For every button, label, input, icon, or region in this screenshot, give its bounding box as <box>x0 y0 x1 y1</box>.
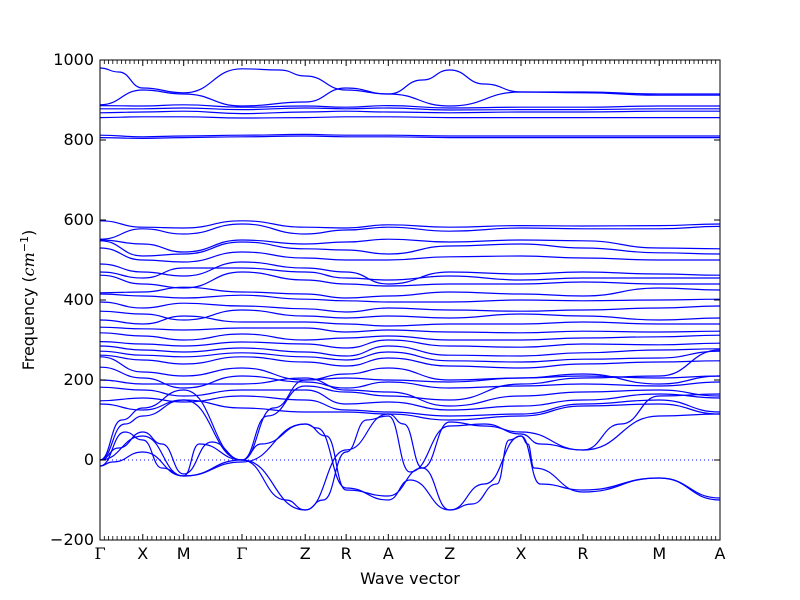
x-tick-label: A <box>383 544 394 563</box>
y-axis-label-unit: cm <box>19 252 38 276</box>
band-line-27 <box>99 354 721 369</box>
y-tick-label: 200 <box>63 370 94 389</box>
y-axis-label-exp: −1 <box>18 236 31 252</box>
band-line-2 <box>99 87 720 107</box>
y-tick-label: −200 <box>50 530 94 549</box>
band-line-14 <box>99 261 721 285</box>
band-line-28 <box>99 356 721 381</box>
x-tick-label: X <box>137 544 148 563</box>
band-line-12 <box>99 240 721 257</box>
band-line-11 <box>99 238 721 253</box>
x-tick-label: M <box>177 544 191 563</box>
band-line-21 <box>99 315 720 327</box>
x-tick-label: M <box>652 544 666 563</box>
x-axis-label: Wave vector <box>360 569 460 588</box>
band-line-1 <box>99 67 720 95</box>
band-line-16 <box>99 271 720 289</box>
band-line-5 <box>99 110 720 115</box>
plot-area <box>99 67 721 511</box>
y-tick-label: 600 <box>63 210 94 229</box>
x-tick-label: X <box>515 544 526 563</box>
y-axis-label-suffix: ) <box>19 230 38 236</box>
x-tick-label: R <box>577 544 588 563</box>
band-line-36 <box>99 423 721 511</box>
x-tick-label: Z <box>300 544 311 563</box>
band-line-13 <box>99 247 720 263</box>
x-tick-label: A <box>715 544 726 563</box>
band-line-7 <box>99 133 720 138</box>
band-line-37 <box>99 393 721 511</box>
y-axis-label-prefix: Frequency ( <box>19 276 38 370</box>
band-line-6 <box>99 116 720 119</box>
band-line-15 <box>99 267 720 281</box>
y-axis-label: Frequency (cm−1) <box>18 230 39 371</box>
band-line-17 <box>99 286 721 299</box>
y-tick-label: 800 <box>63 130 94 149</box>
y-tick-label: 1000 <box>53 50 94 69</box>
band-line-3 <box>99 104 720 109</box>
band-line-35 <box>99 349 721 461</box>
band-line-39 <box>99 413 721 511</box>
band-line-10 <box>99 223 721 240</box>
band-line-22 <box>99 326 721 334</box>
band-line-25 <box>99 345 721 357</box>
band-line-31 <box>99 386 721 411</box>
y-tick-label: 400 <box>63 290 94 309</box>
band-line-30 <box>99 377 721 407</box>
band-line-19 <box>99 301 721 313</box>
x-tick-label: Z <box>444 544 455 563</box>
y-axis: −200 0 200 400 600 800 1000 <box>50 50 720 549</box>
band-line-26 <box>99 350 721 363</box>
band-line-29 <box>99 366 721 389</box>
x-tick-label: Γ <box>94 544 105 563</box>
band-line-23 <box>99 332 721 341</box>
x-tick-label: R <box>341 544 352 563</box>
band-line-24 <box>99 339 721 349</box>
y-tick-label: 0 <box>84 450 94 469</box>
band-line-8 <box>99 135 720 140</box>
band-line-9 <box>99 220 721 229</box>
band-line-20 <box>99 309 721 321</box>
phonon-bands <box>99 67 721 511</box>
band-line-4 <box>99 107 720 111</box>
band-line-32 <box>99 395 721 417</box>
band-line-34 <box>99 373 721 461</box>
x-tick-label: Γ <box>236 544 247 563</box>
band-line-18 <box>99 293 721 303</box>
